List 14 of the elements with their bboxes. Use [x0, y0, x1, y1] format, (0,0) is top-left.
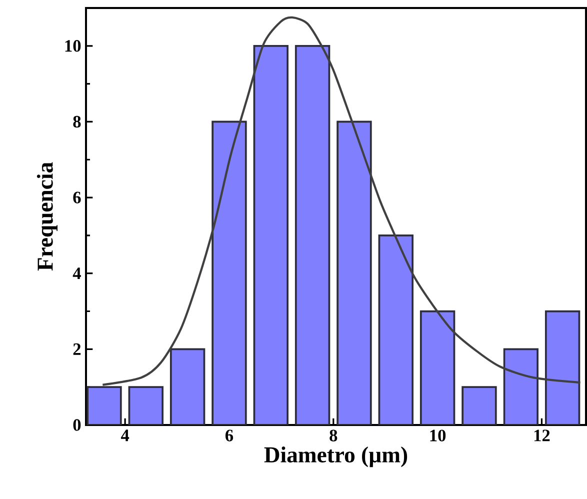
y-tick-label: 0 — [73, 419, 81, 431]
line-series — [102, 16, 582, 386]
y-tick-label: 2 — [73, 343, 81, 355]
y-tick-label: 10 — [65, 40, 81, 52]
y-tick-label: 8 — [73, 116, 81, 128]
x-axis-title: Diametro (µm) — [264, 446, 408, 468]
x-tick-label: 12 — [534, 430, 550, 442]
x-tick-label: 6 — [225, 430, 234, 442]
y-tick-label: 4 — [72, 268, 81, 280]
y-axis-title: Frequencia — [36, 162, 58, 271]
y-tick-label: 6 — [73, 192, 81, 204]
x-tick-label: 10 — [430, 430, 446, 442]
x-tick-label: 4 — [120, 430, 130, 442]
x-tick-label: 8 — [330, 430, 338, 442]
